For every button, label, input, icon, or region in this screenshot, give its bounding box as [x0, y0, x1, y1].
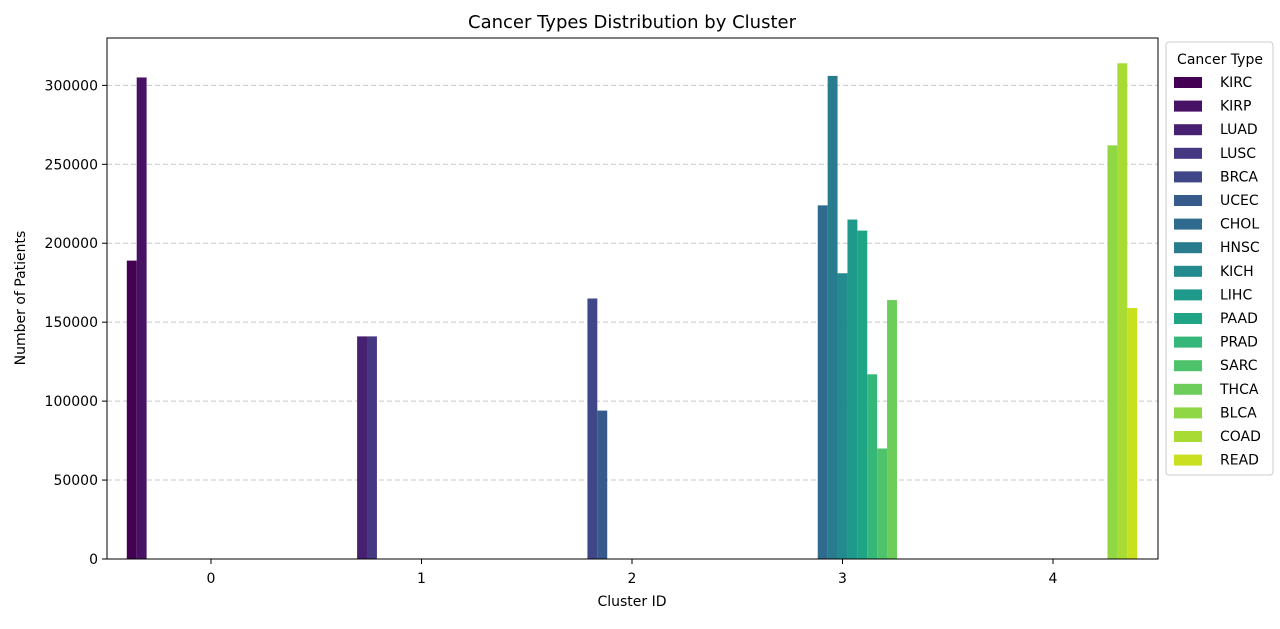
- bar-chol: [817, 205, 828, 560]
- legend-swatch: [1174, 454, 1202, 466]
- legend-swatch: [1174, 218, 1202, 230]
- y-tick-label: 0: [89, 552, 98, 568]
- legend-swatch: [1174, 124, 1202, 136]
- y-tick-label: 250000: [45, 157, 98, 173]
- y-tick-label: 150000: [45, 315, 98, 331]
- bar-kirp: [136, 77, 147, 559]
- y-tick-label: 300000: [45, 78, 98, 94]
- y-tick-label: 50000: [53, 473, 98, 489]
- legend-swatch: [1174, 171, 1202, 183]
- legend-swatch: [1174, 431, 1202, 442]
- legend-label: READ: [1220, 453, 1259, 469]
- bar-lusc: [367, 336, 377, 559]
- legend-label: UCEC: [1220, 193, 1259, 209]
- legend-label: BRCA: [1220, 169, 1258, 185]
- chart-title: Cancer Types Distribution by Cluster: [468, 12, 797, 33]
- legend-label: THCA: [1219, 382, 1259, 398]
- legend-label: BLCA: [1220, 405, 1257, 421]
- legend-label: PRAD: [1220, 335, 1258, 351]
- legend-label: LUSC: [1220, 146, 1256, 162]
- gridlines: [107, 84, 1158, 481]
- legend-swatch: [1174, 242, 1202, 254]
- x-tick-label: 0: [207, 571, 216, 587]
- x-axis-ticks: 0 1 2 3 4: [207, 559, 1058, 587]
- legend-swatch: [1174, 100, 1202, 112]
- legend-label: LUAD: [1220, 122, 1258, 138]
- y-axis-ticks: 0 50000 100000 150000 200000 250000 300000: [45, 78, 107, 568]
- x-tick-label: 2: [628, 571, 637, 587]
- bar-brca: [587, 298, 598, 559]
- bars: [126, 63, 1138, 560]
- legend-label: KIRP: [1220, 99, 1251, 115]
- legend-label: COAD: [1220, 429, 1261, 445]
- legend-swatch: [1174, 289, 1202, 301]
- legend: Cancer Type KIRC KIRP LUAD LUSC BRCA UCEC CHOL…: [1165, 41, 1274, 476]
- bar-sarc: [877, 448, 888, 559]
- legend-label: LIHC: [1220, 287, 1252, 303]
- y-axis-label: Number of Patients: [13, 231, 29, 366]
- legend-label: PAAD: [1220, 311, 1258, 327]
- x-axis-label: Cluster ID: [597, 594, 666, 610]
- x-tick-label: 3: [838, 571, 847, 587]
- bar-lihc: [847, 219, 858, 559]
- legend-label: KICH: [1220, 264, 1254, 280]
- legend-swatch: [1174, 195, 1202, 206]
- legend-swatch: [1174, 383, 1202, 395]
- bar-kirc: [126, 260, 137, 559]
- legend-swatch: [1174, 360, 1202, 372]
- bar-blca: [1107, 145, 1118, 559]
- bar-coad: [1117, 63, 1128, 559]
- legend-swatch: [1174, 147, 1202, 159]
- legend-label: CHOL: [1220, 217, 1259, 233]
- plot-frame: [106, 37, 1159, 560]
- legend-swatch: [1174, 407, 1202, 419]
- x-tick-label: 4: [1049, 571, 1058, 587]
- bar-luad: [357, 336, 368, 559]
- x-tick-label: 1: [417, 571, 426, 587]
- bar-thca: [887, 300, 897, 559]
- legend-label: HNSC: [1220, 240, 1260, 256]
- bar-hnsc: [827, 75, 838, 560]
- bar-read: [1127, 307, 1138, 559]
- bar-paad: [857, 230, 868, 559]
- bar-prad: [867, 374, 878, 559]
- bar-kich: [837, 273, 848, 559]
- legend-label: KIRC: [1220, 75, 1252, 91]
- legend-swatch: [1174, 313, 1202, 324]
- legend-swatch: [1174, 265, 1202, 277]
- y-tick-label: 100000: [45, 394, 98, 410]
- bar-ucec: [597, 410, 608, 559]
- legend-title: Cancer Type: [1177, 52, 1263, 68]
- legend-swatch: [1174, 336, 1202, 348]
- legend-label: SARC: [1220, 358, 1258, 374]
- legend-swatch: [1174, 77, 1202, 88]
- y-tick-label: 200000: [45, 236, 98, 252]
